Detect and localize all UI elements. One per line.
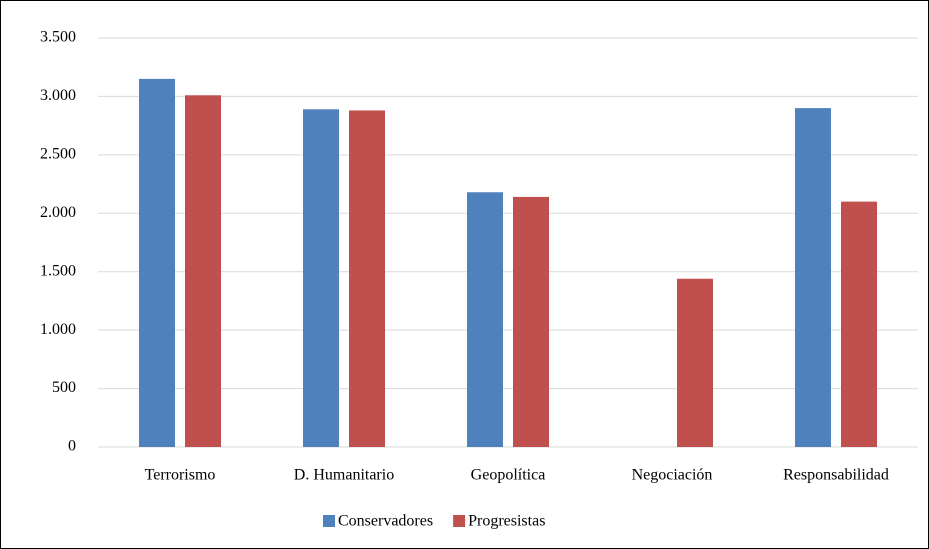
- y-tick-label: 0: [68, 438, 76, 455]
- bar: [677, 278, 713, 447]
- bar: [139, 78, 175, 448]
- y-tick-label: 2.500: [40, 146, 76, 163]
- x-tick-label: Geopolítica: [471, 467, 546, 484]
- bar: [303, 109, 339, 447]
- y-tick-label: 2.000: [40, 204, 76, 221]
- legend-label: Conservadores: [338, 513, 433, 530]
- bar: [513, 196, 549, 447]
- y-tick-label: 3.000: [40, 87, 76, 104]
- legend-label: Progresistas: [468, 513, 545, 530]
- legend-swatch: [323, 515, 335, 527]
- y-tick-label: 3.500: [40, 29, 76, 46]
- x-tick-label: D. Humanitario: [294, 467, 394, 484]
- x-tick-label: Terrorismo: [145, 467, 216, 484]
- x-tick-label: Responsabilidad: [783, 467, 889, 484]
- bar: [349, 110, 385, 448]
- y-tick-label: 1.000: [40, 321, 76, 338]
- x-tick-label: Negociación: [632, 467, 713, 484]
- bar: [841, 201, 877, 447]
- y-tick-label: 500: [52, 379, 76, 396]
- bar: [467, 192, 503, 447]
- y-tick-label: 1.500: [40, 262, 76, 279]
- bar: [795, 108, 831, 447]
- legend-swatch: [453, 515, 466, 527]
- bar: [185, 95, 221, 447]
